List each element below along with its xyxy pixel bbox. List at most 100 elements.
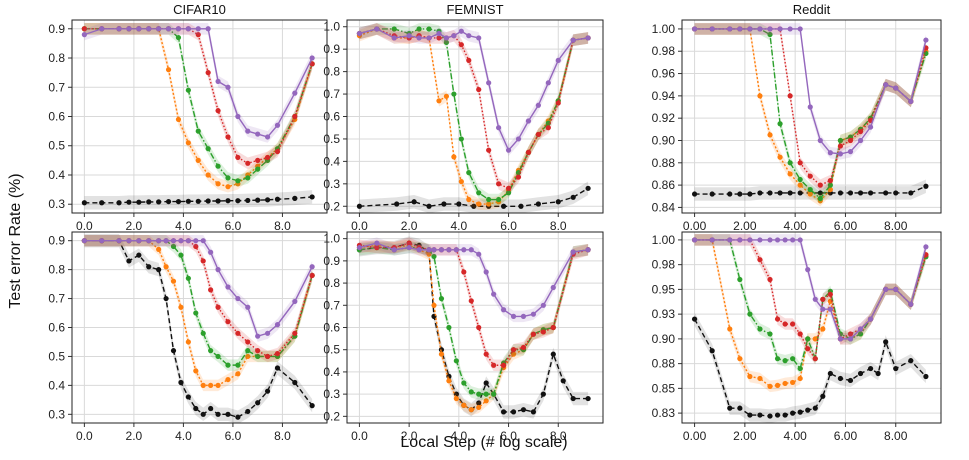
panels: 0.0 2.0 4.0 6.0 8.0 0.3 0.4 0.5 0.6 0.7 0.8 0.9 CIFA…: [48, 2, 942, 443]
point-black: [923, 183, 929, 189]
point-purple: [585, 247, 591, 253]
point-purple: [709, 26, 715, 32]
confidence-band-red: [359, 23, 589, 195]
panel-3: 0.00 2.00 4.00 6.00 8.00 0.84 0.86 0.88 0.90 0.92…: [652, 2, 942, 233]
point-red: [515, 174, 522, 180]
point-red: [525, 149, 532, 156]
point-purple: [215, 267, 221, 273]
y-tick-label: 0.85: [652, 381, 676, 395]
point-green: [790, 356, 796, 362]
y-tick-label: 0.88: [652, 357, 676, 371]
y-tick-label: 0.3: [323, 177, 340, 191]
point-orange: [208, 382, 214, 388]
y-tick-label: 0.6: [48, 321, 65, 335]
point-red: [491, 362, 497, 368]
point-black: [812, 405, 818, 411]
point-purple: [99, 26, 105, 32]
point-red: [787, 93, 793, 99]
point-black: [235, 414, 241, 420]
y-tick-label: 0.3: [323, 387, 340, 401]
point-purple: [446, 247, 452, 253]
point-purple: [777, 26, 783, 32]
y-tick-label: 0.94: [652, 89, 676, 103]
point-purple: [857, 137, 864, 144]
point-orange: [777, 154, 783, 160]
point-black: [136, 199, 142, 205]
x-tick-label: 2.00: [733, 429, 757, 443]
point-purple: [225, 84, 231, 90]
y-tick-label: 0.6: [323, 110, 340, 124]
point-orange: [170, 278, 177, 284]
point-black: [560, 378, 566, 384]
point-red: [817, 182, 823, 188]
point-black: [923, 373, 929, 380]
point-black: [170, 348, 177, 354]
point-green: [476, 190, 482, 196]
point-purple: [356, 30, 363, 37]
point-purple: [893, 85, 899, 91]
confidence-band-orange: [84, 234, 313, 392]
point-purple: [195, 26, 201, 32]
point-purple: [99, 238, 105, 244]
point-green: [486, 196, 492, 203]
point-purple: [727, 237, 733, 243]
y-tick-label: 0.98: [652, 258, 676, 272]
point-red: [245, 339, 251, 345]
point-green: [468, 389, 474, 395]
x-tick-label: 2.0: [401, 429, 418, 443]
point-purple: [274, 122, 281, 128]
point-green: [245, 348, 251, 354]
point-black: [185, 198, 191, 204]
point-red: [820, 296, 826, 302]
point-black: [727, 191, 733, 197]
point-purple: [406, 33, 412, 39]
point-red: [225, 319, 231, 325]
point-black: [156, 199, 162, 205]
x-tick-label: 4.0: [451, 429, 468, 443]
series-line-orange: [359, 28, 589, 205]
point-black: [737, 405, 743, 411]
point-green: [782, 358, 788, 364]
point-purple: [908, 98, 914, 105]
point-orange: [165, 67, 172, 73]
point-purple: [520, 313, 527, 319]
point-red: [540, 329, 546, 335]
point-purple: [185, 238, 191, 244]
point-black: [426, 203, 432, 209]
point-green: [215, 163, 221, 169]
point-red: [274, 148, 281, 155]
point-red: [483, 351, 489, 357]
point-red: [847, 331, 854, 337]
point-green: [777, 121, 783, 127]
confidence-band-orange: [694, 234, 926, 393]
y-tick-label: 0.2: [323, 199, 340, 213]
point-black: [797, 409, 803, 415]
point-green: [200, 330, 206, 336]
point-black: [255, 197, 261, 203]
point-red: [406, 240, 412, 246]
x-tick-label: 6.0: [500, 429, 517, 443]
x-tick-label: 0.0: [76, 219, 93, 233]
point-purple: [416, 247, 422, 253]
y-tick-label: 0.84: [652, 200, 676, 214]
point-green: [245, 175, 251, 181]
axes-frame: [346, 231, 604, 424]
y-tick-label: 1.0: [323, 20, 340, 34]
point-purple: [857, 326, 864, 332]
point-purple: [737, 237, 743, 243]
point-orange: [767, 132, 773, 138]
point-black: [570, 395, 576, 402]
point-red: [496, 181, 502, 187]
point-red: [767, 276, 773, 283]
axes-frame: [681, 19, 942, 214]
point-purple: [737, 26, 743, 32]
y-tick-label: 0.88: [652, 156, 676, 170]
y-tick-label: 0.4: [323, 365, 340, 379]
point-black: [208, 405, 214, 412]
y-tick-label: 0.5: [48, 349, 65, 363]
point-purple: [200, 238, 206, 244]
point-orange: [797, 375, 803, 382]
point-red: [468, 298, 474, 304]
y-tick-label: 0.4: [323, 154, 340, 168]
point-black: [175, 198, 182, 205]
